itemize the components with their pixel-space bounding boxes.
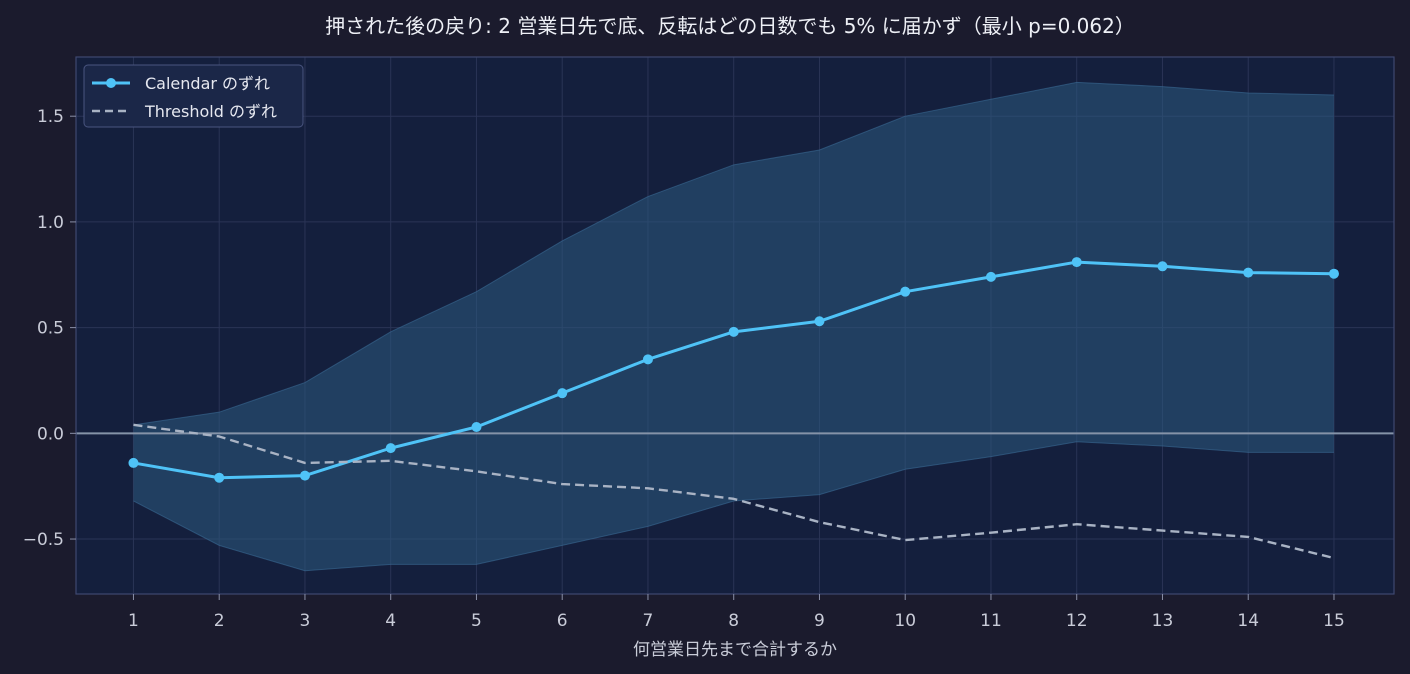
x-tick-label: 10 (894, 611, 916, 631)
legend: Calendar のずれ Threshold のずれ (83, 64, 304, 128)
series-point-0 (214, 472, 225, 483)
series-point-0 (900, 286, 911, 297)
x-tick-label: 5 (471, 611, 482, 631)
x-tick-label: 2 (214, 611, 225, 631)
y-tick-label: 0.0 (37, 424, 64, 444)
x-tick-label: 11 (980, 611, 1002, 631)
series-point-0 (1243, 267, 1254, 278)
legend-label-1: Threshold のずれ (144, 102, 277, 121)
x-tick-label: 4 (385, 611, 396, 631)
series-point-0 (557, 388, 568, 399)
series-point-0 (814, 316, 825, 327)
x-tick-label: 12 (1066, 611, 1088, 631)
chart-title: 押された後の戻り: 2 営業日先で底、反転はどの日数でも 5% に届かず（最小 … (325, 14, 1135, 38)
series-point-0 (728, 326, 739, 337)
y-tick-label: −0.5 (23, 530, 64, 550)
band-upper-edge (133, 81, 1334, 426)
x-tick-label: 9 (814, 611, 825, 631)
y-tick-label: 1.5 (37, 107, 64, 127)
series-point-0 (642, 354, 653, 365)
plot-frame (75, 56, 1395, 595)
series-point-0 (471, 421, 482, 432)
confidence-band (133, 81, 1334, 572)
x-tick-label: 15 (1323, 611, 1345, 631)
legend-marker-0 (106, 78, 116, 88)
y-axis-ticks: −0.5 0.0 0.5 1.0 1.5 (23, 107, 76, 550)
x-tick-label: 13 (1152, 611, 1174, 631)
series-point-0 (299, 470, 310, 481)
series-point-0 (385, 443, 396, 454)
x-tick-label: 6 (557, 611, 568, 631)
y-tick-label: 0.5 (37, 319, 64, 339)
series-line-1 (133, 423, 1335, 560)
x-axis-label: 何営業日先まで合計するか (633, 640, 837, 660)
band-area (133, 82, 1334, 571)
series-point-0 (985, 271, 996, 282)
x-tick-label: 7 (643, 611, 654, 631)
x-tick-label: 8 (728, 611, 739, 631)
series-point-0 (1328, 268, 1339, 279)
series-point-0 (128, 457, 139, 468)
legend-label-0: Calendar のずれ (145, 74, 270, 93)
x-tick-label: 1 (128, 611, 139, 631)
x-tick-label: 3 (300, 611, 311, 631)
y-tick-label: 1.0 (37, 213, 64, 233)
legend-box (83, 64, 304, 128)
series-lines (128, 257, 1339, 560)
series-point-0 (1157, 261, 1168, 272)
x-tick-label: 14 (1237, 611, 1259, 631)
x-axis-ticks: 1 2 3 4 5 6 7 8 9 10 11 12 13 14 15 (128, 594, 1345, 631)
series-point-0 (1071, 257, 1082, 268)
band-lower-edge (133, 441, 1334, 572)
